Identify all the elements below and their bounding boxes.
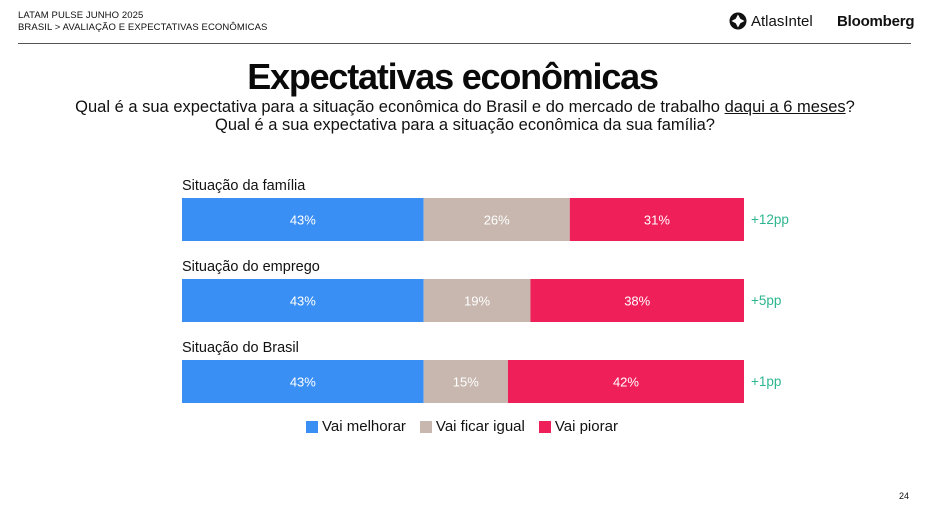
bar-value-label: 19% (464, 294, 490, 309)
net-delta-label: +12pp (751, 211, 789, 227)
legend-swatch (306, 420, 318, 433)
bar-value-label: 43% (290, 213, 316, 228)
question-1-underlined: daqui a 6 meses (724, 98, 846, 116)
bar-value-label: 42% (613, 375, 639, 390)
page-number: 24 (899, 491, 910, 501)
legend-item: Vai melhorar (306, 418, 406, 435)
report-breadcrumb: BRASIL > AVALIAÇÃO E EXPECTATIVAS ECONÔM… (18, 22, 268, 33)
report-header: LATAM PULSE JUNHO 2025 BRASIL > AVALIAÇÃ… (18, 10, 267, 34)
bar-value-label: 38% (624, 294, 650, 309)
atlasintel-brand: AtlasIntel (729, 12, 813, 30)
question-line-1: Qual é a sua expectativa para a situação… (0, 98, 930, 117)
bar-value-label: 31% (644, 213, 670, 228)
legend-label: Vai piorar (554, 418, 618, 435)
bar-value-label: 43% (290, 294, 316, 309)
atlasintel-label: AtlasIntel (751, 12, 813, 30)
category-label: Situação do Brasil (182, 340, 299, 356)
bloomberg-brand: Bloomberg (837, 12, 915, 30)
bar-value-label: 26% (484, 213, 510, 228)
legend-item: Vai piorar (538, 418, 618, 435)
bar-segment (569, 198, 744, 241)
bar-segment (423, 360, 508, 403)
bar-segment (507, 360, 744, 403)
legend-swatch (419, 420, 432, 433)
bar-value-label: 15% (453, 375, 479, 390)
legend-label: Vai ficar igual (435, 418, 525, 435)
bar-segment (182, 360, 424, 403)
bar-segment (423, 198, 570, 241)
legend-label: Vai melhorar (322, 418, 406, 435)
question-1-text: Qual é a sua expectativa para a situação… (75, 98, 725, 116)
category-label: Situação do emprego (182, 259, 320, 275)
legend-swatch (538, 420, 551, 433)
bar-segment (182, 198, 424, 241)
question-line-2: Qual é a sua expectativa para a situação… (215, 116, 715, 134)
atlasintel-logo-icon (729, 12, 747, 30)
net-delta-label: +5pp (751, 292, 782, 308)
net-delta-label: +1pp (751, 373, 782, 389)
report-title: LATAM PULSE JUNHO 2025 (18, 10, 144, 21)
bar-segment (530, 279, 744, 322)
header-divider (18, 43, 911, 44)
bar-segment (423, 279, 531, 322)
question-1-mark: ? (845, 98, 855, 116)
category-label: Situação da família (182, 178, 306, 194)
bar-segment (182, 279, 424, 322)
page-title: Expectativas econômicas (247, 56, 659, 97)
bar-value-label: 43% (290, 375, 316, 390)
legend-item: Vai ficar igual (419, 418, 525, 435)
chart-legend: Vai melhorar Vai ficar igual Vai piorar (306, 418, 632, 435)
